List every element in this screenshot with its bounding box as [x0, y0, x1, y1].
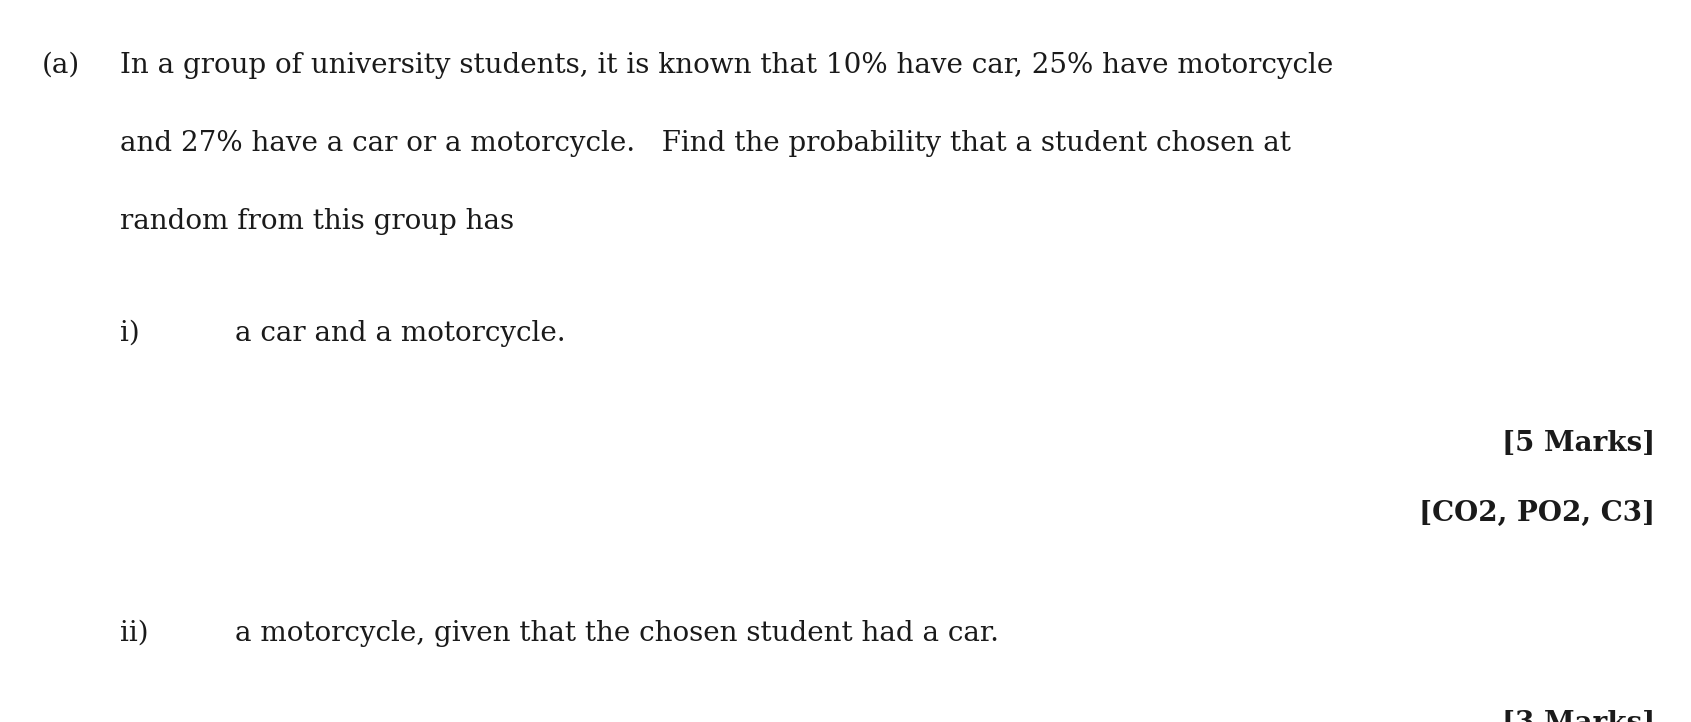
Text: [5 Marks]: [5 Marks] [1502, 430, 1655, 457]
Text: a car and a motorcycle.: a car and a motorcycle. [235, 320, 565, 347]
Text: [3 Marks]: [3 Marks] [1502, 710, 1655, 722]
Text: a motorcycle, given that the chosen student had a car.: a motorcycle, given that the chosen stud… [235, 620, 999, 647]
Text: In a group of university students, it is known that 10% have car, 25% have motor: In a group of university students, it is… [120, 52, 1333, 79]
Text: ii): ii) [120, 620, 149, 647]
Text: random from this group has: random from this group has [120, 208, 514, 235]
Text: (a): (a) [42, 52, 79, 79]
Text: [CO2, PO2, C3]: [CO2, PO2, C3] [1419, 500, 1655, 527]
Text: and 27% have a car or a motorcycle.   Find the probability that a student chosen: and 27% have a car or a motorcycle. Find… [120, 130, 1290, 157]
Text: i): i) [120, 320, 140, 347]
